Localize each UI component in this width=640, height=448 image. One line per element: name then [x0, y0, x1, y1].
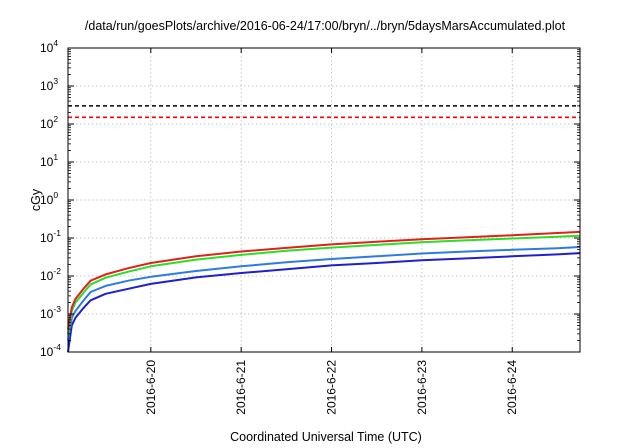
y-tick-label: 10-2	[40, 266, 61, 283]
series-line	[67, 234, 581, 335]
y-tick-label: 104	[40, 38, 58, 55]
series-line	[67, 230, 581, 330]
reference-lines	[68, 105, 580, 119]
x-tick-label: 2016-6-24	[505, 360, 519, 415]
y-tick-label: 10-4	[40, 342, 61, 359]
x-axis-label: Coordinated Universal Time (UTC)	[230, 430, 422, 444]
x-tick-label: 2016-6-21	[234, 360, 248, 415]
x-tick-label: 2016-6-23	[415, 360, 429, 415]
y-tick-label: 10-1	[40, 228, 61, 245]
series-lines	[67, 230, 581, 353]
grid	[68, 48, 580, 352]
series-line	[67, 246, 581, 341]
x-axis-ticks: 2016-6-20 2016-6-21 2016-6-22 2016-6-23 2016…	[144, 48, 519, 415]
chart-title: /data/run/goesPlots/archive/2016-06-24/1…	[85, 19, 566, 33]
x-tick-label: 2016-6-20	[144, 360, 158, 415]
y-tick-label: 10-3	[40, 304, 61, 321]
series-line	[67, 252, 581, 353]
y-tick-label: 102	[40, 114, 58, 131]
y-axis-label: cGy	[29, 188, 43, 211]
x-tick-label: 2016-6-22	[325, 360, 339, 415]
y-tick-label: 103	[40, 76, 58, 93]
y-tick-label: 100	[40, 190, 58, 207]
y-tick-label: 101	[40, 152, 58, 169]
y-axis-ticks: 10-4 10-3 10-2 10-1 100 101 102 103 104	[40, 38, 580, 359]
